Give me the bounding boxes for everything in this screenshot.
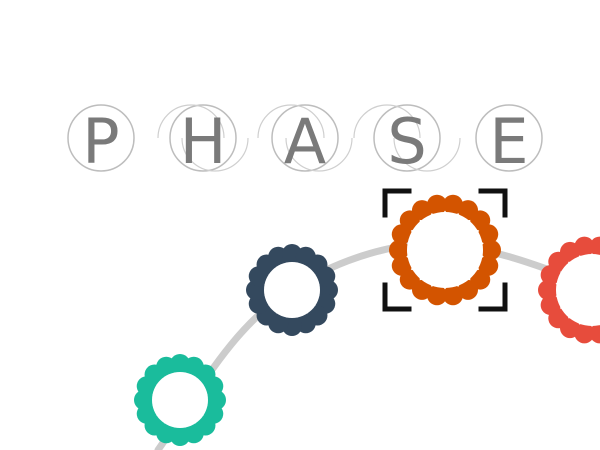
letter-glyph: S <box>387 105 426 178</box>
bracket-bottom-left <box>382 282 412 312</box>
gear-tooth <box>538 280 558 300</box>
gear-tooth <box>427 285 448 306</box>
gear-tooth <box>442 194 463 215</box>
letter-ring <box>67 104 135 172</box>
title-letter-a: A <box>257 104 353 178</box>
gear-path <box>154 240 594 450</box>
letter-ring-ghost <box>393 137 461 172</box>
gear-tooth <box>391 255 412 276</box>
gear-tooth <box>589 236 600 257</box>
letter-ring-ghost <box>257 104 325 139</box>
gear-tooth <box>203 376 224 397</box>
gear-hole <box>264 262 320 318</box>
letter-glyph: P <box>82 105 119 178</box>
letter-ring <box>169 104 237 172</box>
bracket-top-left <box>382 188 412 218</box>
gear-tooth <box>574 236 595 257</box>
letter-glyph: H <box>180 105 227 178</box>
letter-ring-ghost <box>285 137 353 172</box>
letter-ring-ghost <box>157 104 225 139</box>
title-letter-s: S <box>353 104 461 178</box>
title-letter-h: H <box>157 104 249 178</box>
title-letter-p: P <box>67 104 135 178</box>
letter-ring-ghost <box>181 137 249 172</box>
letter-ring <box>373 104 441 172</box>
gear-hole <box>407 212 483 288</box>
bracket-bottom-right <box>478 282 508 312</box>
navy-gear[interactable] <box>246 244 338 336</box>
title-letter-e: E <box>475 104 543 178</box>
gear-tooth <box>442 285 463 306</box>
title-word: P H A S E <box>67 104 543 178</box>
red-gear[interactable] <box>538 236 600 344</box>
selection-brackets <box>382 188 508 312</box>
letter-ring <box>271 104 339 172</box>
orange-gear[interactable] <box>389 194 501 306</box>
gear-tooth <box>389 240 409 260</box>
letter-glyph: A <box>284 105 326 178</box>
gear-tooth <box>478 224 499 245</box>
gear-tooth <box>458 279 478 300</box>
gear-hole <box>556 254 600 326</box>
teal-gear[interactable] <box>134 354 226 446</box>
gear-hole <box>152 372 208 428</box>
letter-ring <box>475 104 543 172</box>
gear-tooth <box>315 266 336 287</box>
letter-glyph: E <box>489 105 528 178</box>
gear-tooth <box>427 194 448 215</box>
gear-tooth <box>481 240 501 260</box>
bracket-top-right <box>478 188 508 218</box>
letter-ring-ghost <box>353 104 421 139</box>
gear-tooth <box>540 295 561 316</box>
gear-tooth <box>412 200 432 221</box>
